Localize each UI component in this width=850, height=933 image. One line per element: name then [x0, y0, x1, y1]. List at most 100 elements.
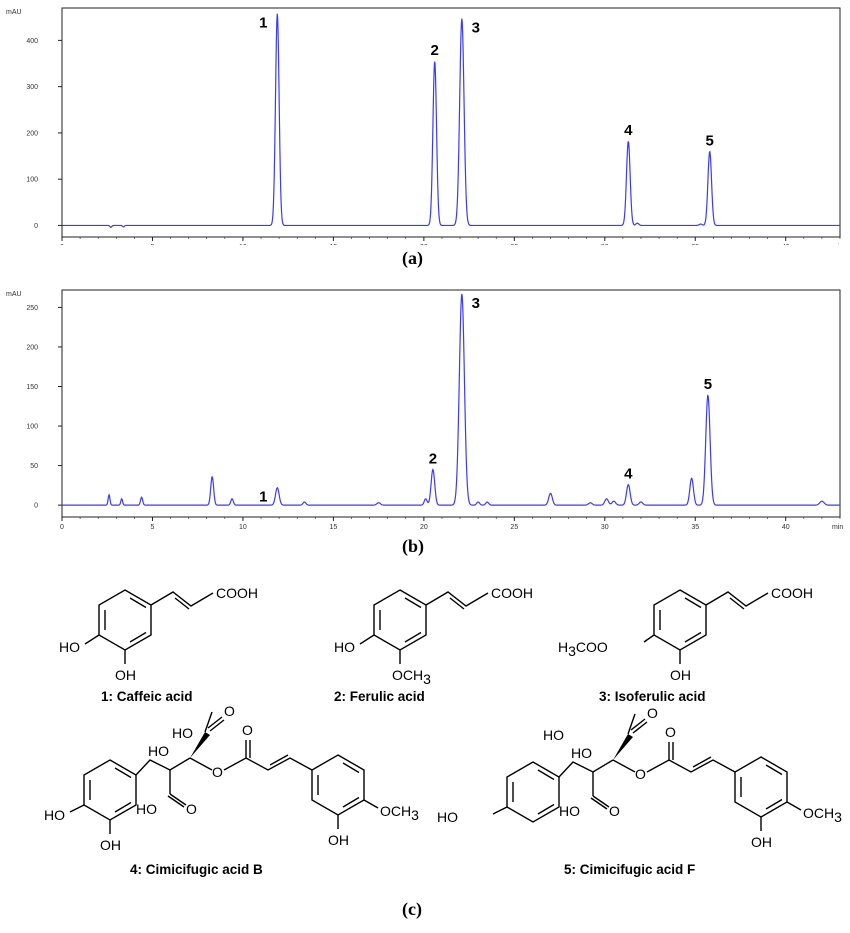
y-tick-label: 400: [26, 38, 38, 45]
x-axis-unit: min: [832, 524, 843, 530]
atom-o-2: O: [186, 801, 197, 817]
peak-label-1: 1: [259, 15, 267, 32]
structure-cimicifugic-acid-f: HO HO O HO O HO O O OCH3 OH: [437, 705, 842, 850]
x-tick-label: 10: [239, 244, 247, 245]
x-tick-label: 0: [60, 244, 64, 245]
peak-label-5: 5: [706, 132, 714, 149]
atom-ho-2: HO: [559, 803, 580, 819]
y-tick-label: 150: [26, 384, 38, 391]
peak-label-1: 1: [259, 489, 267, 506]
peak-label-2: 2: [429, 451, 437, 468]
x-tick-label: 0: [60, 524, 64, 530]
x-tick-label: 35: [691, 524, 699, 530]
atom-oh-2: OH: [751, 834, 772, 850]
x-tick-label: 20: [420, 244, 428, 245]
atom-oh: OH: [100, 837, 121, 853]
y-tick-label: 250: [26, 305, 38, 312]
x-tick-label: 15: [329, 524, 337, 530]
y-tick-label: 300: [26, 84, 38, 91]
atom-o-4: O: [242, 722, 253, 738]
y-axis-unit: mAU: [6, 9, 22, 16]
atom-o: O: [224, 703, 235, 719]
caption-b: (b): [402, 536, 424, 556]
y-tick-label: 0: [34, 223, 38, 230]
x-tick-label: 15: [329, 244, 337, 245]
x-axis-unit: min: [832, 244, 843, 245]
chromatogram-a: 0 100 200 300 400 mAU 0 5 10 15 20 25 30 35 40 min 1 2 3 4 5: [0, 0, 850, 251]
x-tick-label: 20: [420, 524, 428, 530]
plot-frame: [61, 7, 841, 238]
chromatogram-trace: [62, 293, 840, 506]
caption-a: (a): [402, 248, 423, 268]
atom-och3-o: OCH: [803, 805, 834, 821]
peak-label-4: 4: [624, 122, 633, 139]
structure-caffeic-acid: COOH HO OH: [59, 585, 258, 683]
atom-ho-quat: HO: [571, 745, 592, 761]
x-tick-label: 30: [601, 524, 609, 530]
chemical-structures: COOH HO OH COOH HO OCH3 COOH H3COO O: [0, 580, 850, 890]
atom-ho-carboxyl: HO: [172, 725, 193, 741]
atom-o-4: O: [665, 724, 676, 740]
peak-label-2: 2: [431, 42, 439, 59]
atom-ho-quat: HO: [148, 743, 169, 759]
peak-label-5: 5: [704, 376, 712, 393]
chromatogram-trace: [62, 13, 840, 228]
atom-och3-o: OCH: [392, 667, 423, 683]
atom-h3co-o: O: [597, 639, 608, 655]
label-isoferulic-acid: 3: Isoferulic acid: [599, 689, 706, 704]
atom-ho-carboxyl: HO: [543, 727, 564, 743]
atom-cooh: COOH: [771, 585, 813, 601]
x-tick-label: 25: [510, 524, 518, 530]
atom-och3: OCH3: [392, 667, 431, 687]
x-tick-label: 40: [782, 244, 790, 245]
x-tick-label: 5: [151, 244, 155, 245]
y-axis-unit: mAU: [6, 291, 22, 298]
atom-och3-sub: 3: [411, 807, 419, 823]
y-tick-label: 200: [26, 130, 38, 137]
atom-h3co-h: H: [558, 639, 568, 655]
peak-label-3: 3: [472, 20, 480, 37]
structure-cimicifugic-acid-b: HO OH HO O HO O HO O O OCH3: [44, 703, 419, 853]
atom-ho: HO: [44, 807, 65, 823]
y-tick-label: 0: [34, 503, 38, 510]
caption-c: (c): [402, 899, 422, 919]
x-tick-label: 10: [239, 524, 247, 530]
y-tick-label: 50: [30, 463, 38, 470]
atom-ho: HO: [334, 639, 355, 655]
atom-h3co-sub: 3: [568, 643, 576, 659]
atom-oh: OH: [670, 667, 691, 683]
atom-oh: OH: [115, 667, 136, 683]
atom-cooh: COOH: [216, 585, 258, 601]
atom-oh-2: OH: [328, 832, 349, 848]
atom-och3-sub: 3: [834, 809, 842, 825]
x-tick-label: 35: [691, 244, 699, 245]
atom-cooh: COOH: [491, 585, 533, 601]
chromatogram-b: 0 50 100 150 200 250 mAU 0 5 10 15 20 25 30 35 40 min 1 2 3…: [0, 283, 850, 531]
structures-svg: COOH HO OH COOH HO OCH3 COOH H3COO O: [44, 585, 842, 853]
structure-isoferulic-acid: COOH H3COO OH: [558, 585, 813, 683]
x-tick-label: 40: [782, 524, 790, 530]
y-tick-label: 100: [26, 424, 38, 431]
plot-frame: [61, 289, 841, 518]
label-caffeic-acid: 1: Caffeic acid: [101, 689, 193, 704]
x-tick-label: 5: [151, 524, 155, 530]
atom-o: O: [647, 705, 658, 721]
atom-ho: HO: [437, 809, 458, 825]
atom-h3co-rest: CO: [576, 639, 597, 655]
atom-och3: OCH3: [803, 805, 842, 825]
x-tick-label: 25: [510, 244, 518, 245]
label-cimicifugic-acid-b: 4: Cimicifugic acid B: [130, 862, 263, 877]
atom-och3-o: OCH: [380, 803, 411, 819]
atom-o-3: O: [212, 764, 223, 780]
atom-o-2: O: [609, 803, 620, 819]
chromatogram-a-svg: 0 100 200 300 400 mAU 0 5 10 15 20 25 30 35 40 min 1 2 3 4 5: [6, 7, 843, 251]
atom-och3: OCH3: [380, 803, 419, 823]
atom-h3co: H3COO: [558, 639, 608, 659]
peak-label-4: 4: [624, 466, 633, 483]
atom-ho: HO: [59, 639, 80, 655]
atom-och3-sub: 3: [423, 671, 431, 687]
atom-o-3: O: [635, 766, 646, 782]
label-cimicifugic-acid-f: 5: Cimicifugic acid F: [564, 862, 696, 877]
atom-ho-2: HO: [136, 801, 157, 817]
